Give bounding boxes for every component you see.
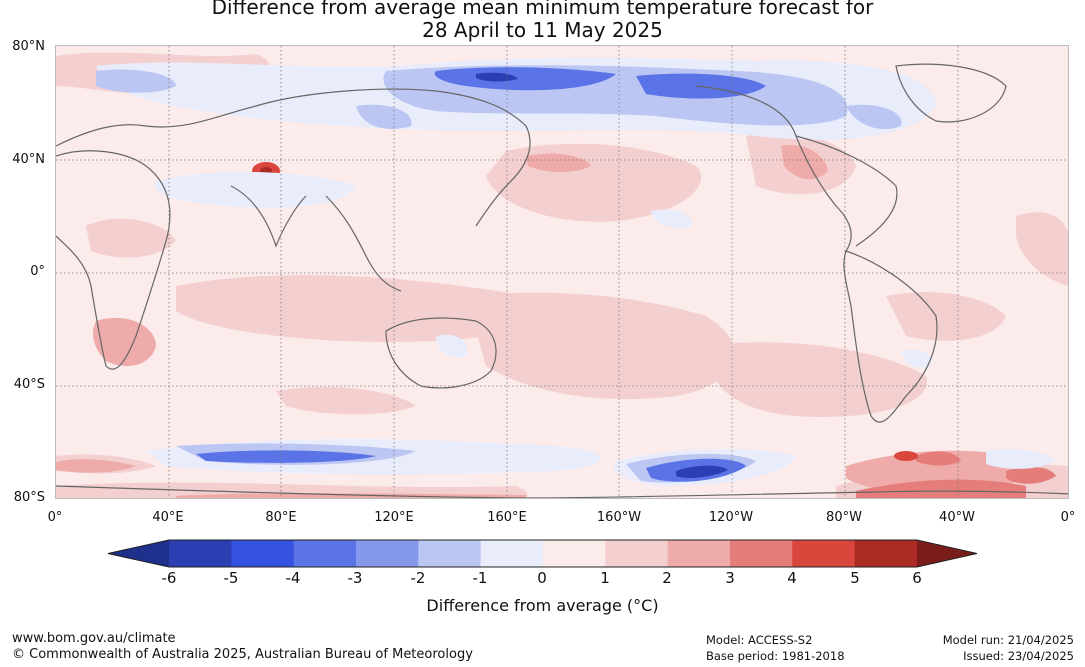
colorbar-title: Difference from average (°C) (426, 596, 659, 615)
colorbar-segment (480, 540, 544, 567)
lat-label-80s: 80°S (13, 490, 45, 505)
title-line-1: Difference from average mean minimum tem… (211, 0, 874, 19)
lon-label-80e: 80°E (265, 510, 297, 525)
graticule (56, 46, 1068, 498)
colorbar-segment (605, 540, 669, 567)
lat-label-40n: 40°N (12, 152, 45, 167)
colorbar-tick: 1 (600, 569, 610, 587)
coastlines (56, 63, 1068, 498)
colorbar-segment (418, 540, 482, 567)
colorbar-tick: 6 (912, 569, 922, 587)
colorbar-segment (355, 540, 419, 567)
colorbar-tick: 4 (787, 569, 797, 587)
footer-left: www.bom.gov.au/climate © Commonwealth of… (12, 631, 473, 663)
colorbar-segment (667, 540, 731, 567)
colorbar-tick: -6 (161, 569, 177, 587)
footer-model-info: Model: ACCESS-S2 Base period: 1981-2018 (706, 632, 845, 664)
colorbar (107, 539, 978, 568)
lon-label-0: 0° (47, 510, 63, 525)
lon-label-120w: 120°W (708, 510, 754, 525)
lon-label-120e: 120°E (374, 510, 414, 525)
warm-anomaly-strong (856, 451, 1056, 498)
colorbar-tick: -5 (223, 569, 239, 587)
lat-label-40s: 40°S (13, 377, 45, 392)
cool-anomaly-light (96, 57, 1056, 486)
colorbar-segment (854, 540, 918, 567)
footer-dates: Model run: 21/04/2025 Issued: 23/04/2025 (943, 632, 1074, 664)
lon-label-160w: 160°W (596, 510, 642, 525)
colorbar-tick: -2 (410, 569, 426, 587)
colorbar-tick: -4 (285, 569, 301, 587)
lon-label-80w: 80°W (826, 510, 862, 525)
lon-label-40e: 40°E (152, 510, 184, 525)
colorbar-segment (542, 540, 606, 567)
colorbar-segment (169, 540, 232, 567)
colorbar-tick: 3 (725, 569, 735, 587)
title-line-2: 28 April to 11 May 2025 (422, 18, 663, 42)
colorbar-segment (792, 540, 856, 567)
base-period: Base period: 1981-2018 (706, 649, 845, 663)
colorbar-segment (729, 540, 793, 567)
lon-label-160e: 160°E (487, 510, 527, 525)
map-title: Difference from average mean minimum tem… (0, 0, 1085, 42)
cool-anomaly-core (476, 72, 728, 478)
colorbar-tick: -3 (347, 569, 363, 587)
colorbar-under-arrow (108, 540, 169, 567)
lat-label-0: 0° (30, 264, 45, 279)
colorbar-tick: -1 (472, 569, 488, 587)
colorbar-outline (107, 539, 978, 568)
model-name: Model: ACCESS-S2 (706, 633, 813, 647)
warm-anomaly-light (56, 52, 1068, 498)
website-link[interactable]: www.bom.gov.au/climate (12, 631, 176, 646)
map-canvas (56, 46, 1068, 498)
colorbar-over-arrow (916, 540, 977, 567)
lon-label-0-end: 0° (1060, 510, 1076, 525)
anomaly-map (55, 45, 1069, 499)
model-run-date: Model run: 21/04/2025 (942, 633, 1074, 647)
colorbar-segment (293, 540, 357, 567)
copyright-text: © Commonwealth of Australia 2025, Austra… (12, 647, 473, 662)
colorbar-tick: 2 (662, 569, 672, 587)
colorbar-segment (231, 540, 295, 567)
issued-date: Issued: 23/04/2025 (963, 649, 1074, 663)
lon-label-40w: 40°W (939, 510, 975, 525)
colorbar-tick: 0 (537, 569, 547, 587)
lat-label-80n: 80°N (12, 39, 45, 54)
colorbar-tick: 5 (850, 569, 860, 587)
